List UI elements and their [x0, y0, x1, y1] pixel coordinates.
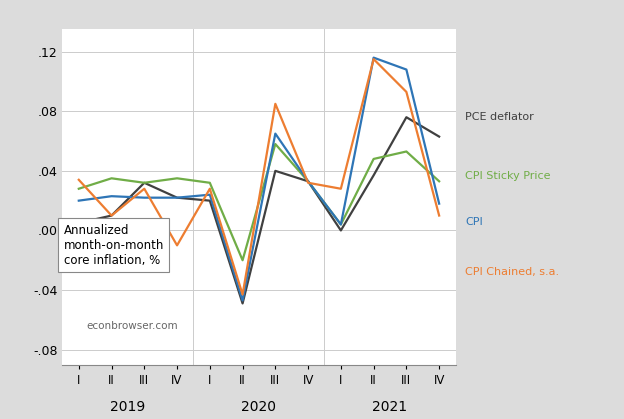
Text: CPI Chained, s.a.: CPI Chained, s.a.: [465, 267, 559, 277]
Text: 2019: 2019: [110, 400, 145, 414]
Text: CPI Sticky Price: CPI Sticky Price: [465, 171, 550, 181]
Text: 2020: 2020: [241, 400, 276, 414]
Text: econbrowser.com: econbrowser.com: [86, 321, 178, 331]
Text: CPI: CPI: [465, 217, 482, 227]
Text: 2021: 2021: [373, 400, 407, 414]
Text: PCE deflator: PCE deflator: [465, 112, 534, 122]
Text: Annualized
month-on-month
core inflation, %: Annualized month-on-month core inflation…: [64, 224, 164, 267]
